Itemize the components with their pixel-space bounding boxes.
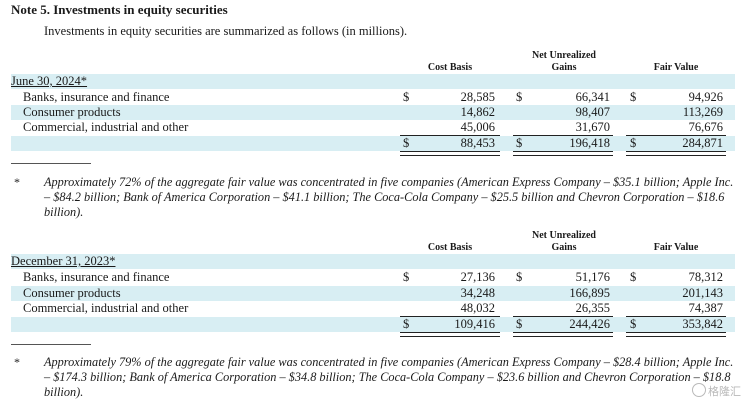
intro-text: Investments in equity securities are sum…: [44, 24, 408, 38]
column-header-net-unrealized-gains: Net Unrealized Gains: [532, 50, 596, 73]
column-header-fair-value: Fair Value: [653, 62, 699, 73]
date-row: December 31, 2023*: [11, 254, 735, 269]
footnote-text: Approximately 79% of the aggregate fair …: [44, 355, 734, 399]
watermark-logo-icon: [692, 383, 706, 397]
table-row: Consumer products 34,248 166,895 201,143: [11, 286, 735, 301]
table-row: Banks, insurance and finance $ 28,585 $ …: [23, 90, 723, 104]
watermark: 格隆汇: [692, 383, 741, 399]
footnote-text: Approximately 72% of the aggregate fair …: [44, 175, 734, 219]
column-header-cost-basis: Cost Basis: [427, 62, 473, 73]
column-header-net-unrealized-gains: Net Unrealized Gains: [532, 230, 596, 253]
column-header-cost-basis: Cost Basis: [427, 242, 473, 253]
note-title: Note 5. Investments in equity securities: [11, 2, 228, 17]
table-row: Commercial, industrial and other 45,006 …: [23, 120, 723, 134]
table-row: Banks, insurance and finance $ 27,136 $ …: [23, 270, 723, 284]
table-row: Consumer products 14,862 98,407 113,269: [11, 105, 735, 120]
table-date: June 30, 2024*: [11, 74, 88, 88]
table-row: Commercial, industrial and other 48,032 …: [23, 301, 723, 315]
date-row: June 30, 2024*: [11, 74, 735, 89]
footnote-marker: *: [14, 175, 20, 189]
total-row: $ 109,416 $ 244,426 $ 353,842: [11, 317, 735, 332]
table-date: December 31, 2023*: [11, 254, 116, 268]
column-header-fair-value: Fair Value: [653, 242, 699, 253]
total-row: $ 88,453 $ 196,418 $ 284,871: [11, 136, 735, 151]
footnote-marker: *: [14, 355, 20, 369]
